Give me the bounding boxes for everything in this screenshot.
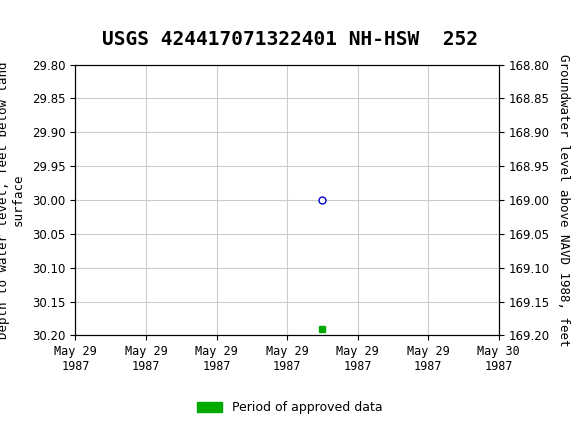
Y-axis label: Groundwater level above NAVD 1988, feet: Groundwater level above NAVD 1988, feet [557, 54, 570, 346]
Text: USGS 424417071322401 NH-HSW  252: USGS 424417071322401 NH-HSW 252 [102, 31, 478, 49]
Y-axis label: Depth to water level, feet below land
surface: Depth to water level, feet below land su… [0, 61, 25, 339]
Legend: Period of approved data: Period of approved data [192, 396, 388, 419]
Text: █USGS: █USGS [3, 11, 88, 34]
